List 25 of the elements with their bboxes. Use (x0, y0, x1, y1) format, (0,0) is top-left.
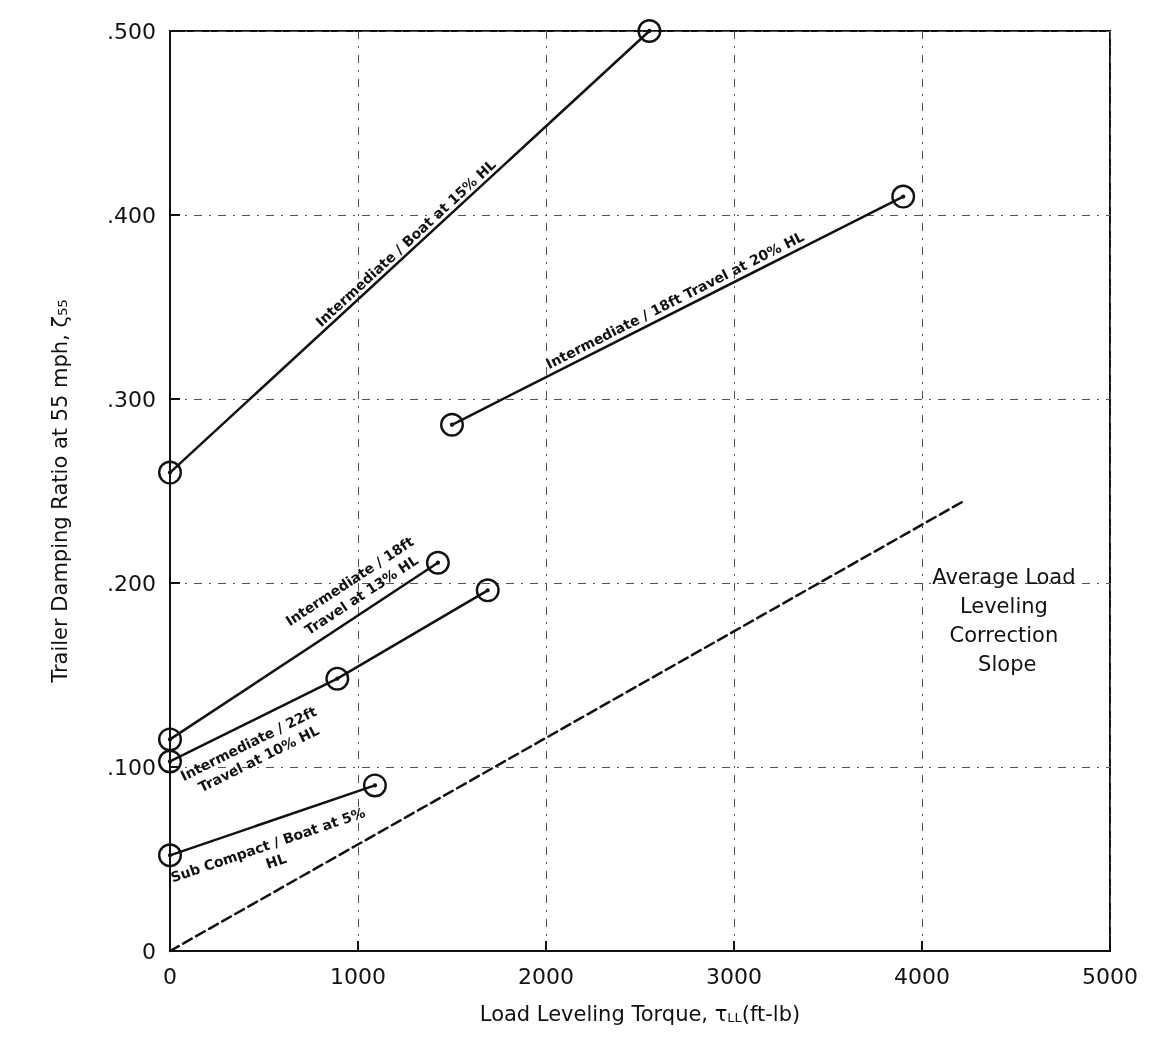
point (325, 666, 350, 691)
x-tick-label: 1000 (330, 963, 386, 989)
x-axis-title: Load Leveling Torque, τLL(ft-lb) (479, 1001, 801, 1026)
y-tick-label: .500 (107, 18, 156, 44)
point (637, 19, 662, 43)
y-axis-title: Trailer Damping Ratio at 55 mph, ζ₅₅ (47, 299, 72, 684)
y-tick-label: 0 (142, 938, 156, 964)
x-tick-label: 4000 (894, 963, 950, 989)
x-tick-label: 2000 (518, 963, 574, 989)
point (475, 578, 500, 603)
point (425, 550, 450, 575)
series-label: Average Load Leveling Correction Slope (932, 564, 1083, 676)
point (158, 460, 182, 485)
point (440, 412, 464, 437)
point (158, 749, 182, 774)
y-tick-label: .400 (107, 202, 156, 228)
point (158, 727, 182, 752)
y-tick-label: .300 (107, 386, 156, 412)
x-tick-label: 0 (163, 963, 177, 989)
point (891, 184, 916, 209)
point (362, 773, 387, 798)
x-tick-label: 3000 (706, 963, 762, 989)
y-tick-label: .200 (107, 570, 156, 596)
y-tick-label: .100 (107, 754, 156, 780)
x-tick-label: 5000 (1082, 963, 1138, 989)
